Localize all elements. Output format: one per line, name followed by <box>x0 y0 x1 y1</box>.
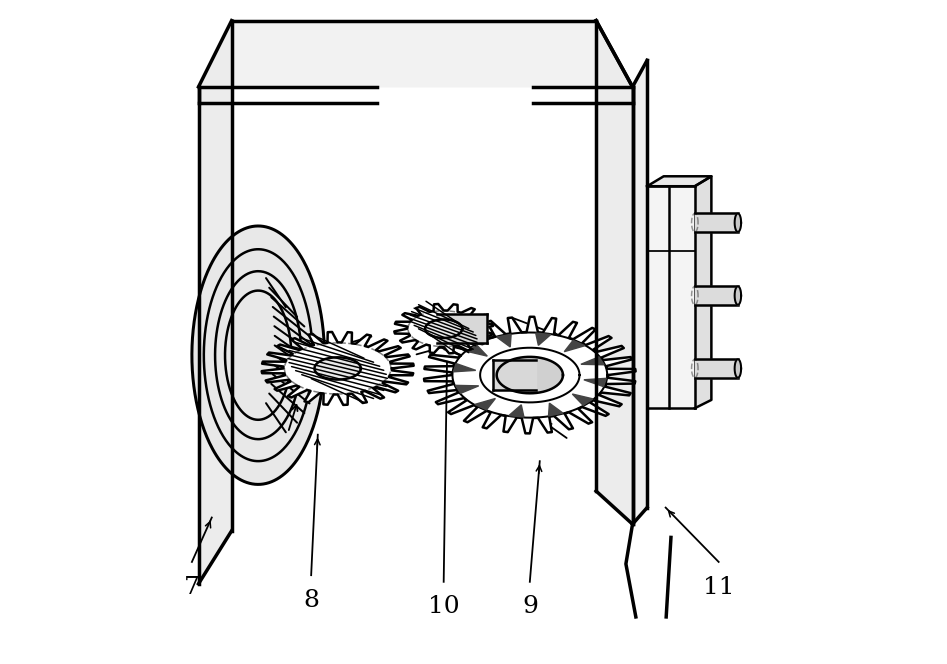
Text: 9: 9 <box>522 596 538 618</box>
Polygon shape <box>596 21 633 524</box>
Polygon shape <box>572 394 593 405</box>
Polygon shape <box>536 333 551 345</box>
Polygon shape <box>695 359 738 378</box>
Polygon shape <box>497 334 511 347</box>
Polygon shape <box>581 357 604 365</box>
Polygon shape <box>192 226 325 485</box>
Polygon shape <box>633 60 647 524</box>
Polygon shape <box>456 385 479 393</box>
Polygon shape <box>425 319 462 338</box>
Polygon shape <box>474 398 495 410</box>
Polygon shape <box>394 304 493 353</box>
Polygon shape <box>314 357 361 380</box>
Text: 8: 8 <box>303 589 319 612</box>
Polygon shape <box>261 332 414 405</box>
Polygon shape <box>548 403 563 416</box>
Polygon shape <box>438 314 487 343</box>
Polygon shape <box>454 364 475 372</box>
Polygon shape <box>509 405 524 417</box>
Polygon shape <box>647 186 695 408</box>
Polygon shape <box>647 176 711 186</box>
Text: 10: 10 <box>428 596 459 618</box>
Polygon shape <box>424 317 635 434</box>
Polygon shape <box>695 176 711 408</box>
Polygon shape <box>199 21 232 584</box>
Polygon shape <box>564 341 585 352</box>
Polygon shape <box>493 361 536 390</box>
Polygon shape <box>199 21 633 87</box>
Polygon shape <box>496 357 563 393</box>
Text: 7: 7 <box>184 576 200 599</box>
Polygon shape <box>735 286 742 305</box>
Polygon shape <box>695 286 738 305</box>
Polygon shape <box>584 378 606 386</box>
Polygon shape <box>735 213 742 232</box>
Polygon shape <box>735 359 742 378</box>
Polygon shape <box>467 345 488 356</box>
Text: 11: 11 <box>703 576 735 599</box>
Polygon shape <box>695 213 738 232</box>
